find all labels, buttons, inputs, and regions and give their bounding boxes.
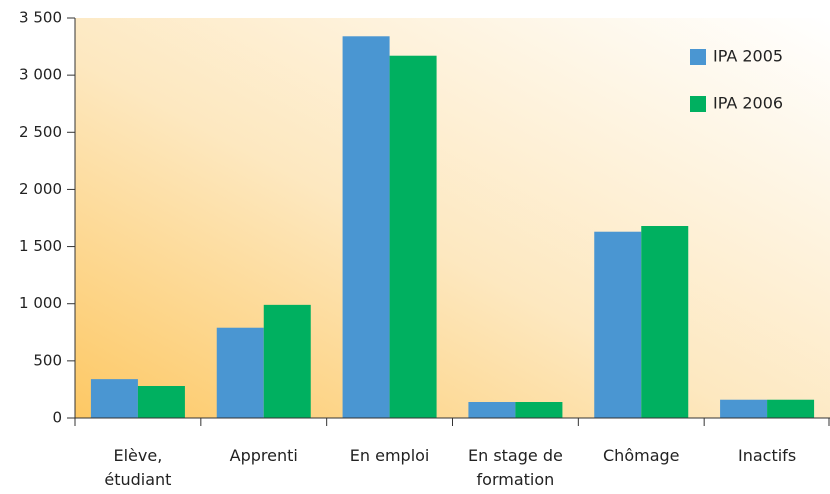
bar (263, 304, 311, 418)
bar (90, 379, 138, 418)
bar (641, 226, 689, 418)
bar (216, 327, 264, 418)
x-tick-label: Elève, étudiant (104, 446, 172, 489)
legend-swatch (690, 96, 706, 112)
legend-label: IPA 2005 (713, 47, 783, 66)
bar (468, 402, 516, 418)
bar (515, 402, 563, 418)
y-tick-label: 3 000 (19, 66, 62, 84)
y-tick-label: 0 (52, 409, 62, 427)
bar (137, 386, 185, 418)
x-tick-label: En emploi (349, 446, 430, 465)
bar (767, 399, 815, 418)
bar (342, 36, 390, 419)
y-tick-label: 2 000 (19, 180, 62, 198)
plot-background (75, 18, 830, 418)
legend-label: IPA 2006 (713, 94, 783, 113)
x-tick-label: Chômage (603, 446, 680, 465)
y-tick-label: 1 000 (19, 294, 62, 312)
bar (720, 399, 768, 418)
y-tick-label: 3 500 (19, 9, 62, 27)
bar (594, 231, 642, 418)
y-tick-label: 500 (33, 351, 62, 369)
x-tick-label: Apprenti (229, 446, 298, 465)
y-tick-label: 2 500 (19, 123, 62, 141)
legend-swatch (690, 49, 706, 65)
x-tick-label: En stage de formation (467, 446, 563, 489)
y-tick-label: 1 500 (19, 237, 62, 255)
x-tick-label: Inactifs (738, 446, 797, 465)
bar (389, 55, 437, 418)
